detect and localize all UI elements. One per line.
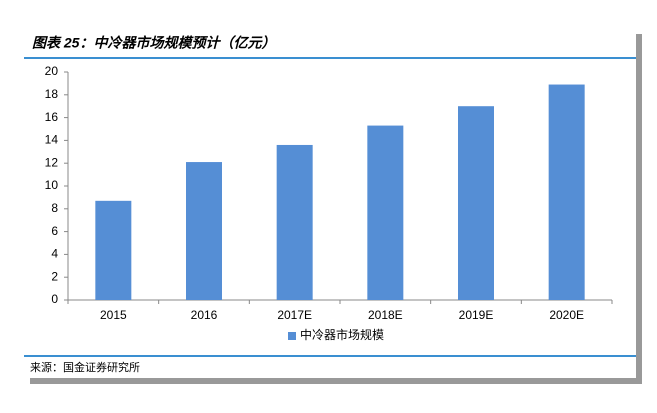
x-tick-label: 2019E <box>459 308 494 322</box>
bar <box>458 106 494 300</box>
bar <box>186 162 222 300</box>
y-tick-label: 10 <box>45 178 59 192</box>
bar <box>367 125 404 300</box>
y-tick-label: 4 <box>51 247 58 261</box>
legend-label: 中冷器市场规模 <box>300 327 384 342</box>
x-tick-label: 2015 <box>100 308 127 322</box>
x-tick-label: 2016 <box>191 308 218 322</box>
y-tick-label: 0 <box>51 292 58 306</box>
y-tick-label: 16 <box>45 110 59 124</box>
source-note: 来源：国金证券研究所 <box>30 360 140 374</box>
legend-swatch <box>288 332 296 340</box>
x-tick-label: 2018E <box>368 308 403 322</box>
bar <box>276 144 313 300</box>
y-tick-label: 12 <box>45 155 59 169</box>
x-tick-label: 2020E <box>549 308 584 322</box>
bar <box>95 200 132 300</box>
chart-title: 图表 25：中冷器市场规模预计（亿元） <box>32 35 275 51</box>
y-tick-label: 8 <box>51 201 58 215</box>
y-tick-label: 14 <box>45 133 59 147</box>
x-tick-label: 2017E <box>277 308 312 322</box>
y-tick-label: 2 <box>51 269 58 283</box>
y-tick-label: 20 <box>45 64 59 78</box>
y-tick-label: 6 <box>51 224 58 238</box>
bar <box>548 84 585 300</box>
y-tick-label: 18 <box>45 87 59 101</box>
